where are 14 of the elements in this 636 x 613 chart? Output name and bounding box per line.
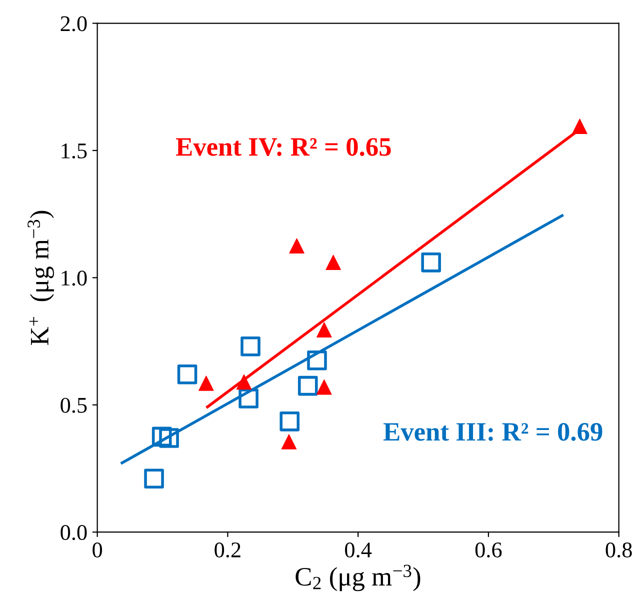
- text: Event IV: R² = 0.65: [176, 138, 391, 156]
- x-tick-label: 0.6: [475, 542, 502, 558]
- x-axis-title: C$_{2}$ (μg m$^{−3}$): [296, 564, 420, 592]
- x-tick-label: 0.8: [606, 542, 632, 558]
- y-tick-label: 0.5: [60, 398, 87, 413]
- y-tick-label: 1.5: [62, 144, 87, 159]
- x-tick-label: 0.2: [214, 542, 240, 558]
- x-tick-label: 0.4: [345, 542, 372, 558]
- x-tick-label: 0: [92, 542, 102, 558]
- y-tick-label: 2.0: [60, 16, 87, 32]
- y-tick-label: 0.0: [60, 525, 87, 540]
- y-axis-title: K$^{+}$ (μg m$^{−3}$): [28, 210, 54, 346]
- y-tick-label: 1.0: [62, 270, 87, 286]
- text: Event III: R² = 0.69: [383, 422, 602, 441]
